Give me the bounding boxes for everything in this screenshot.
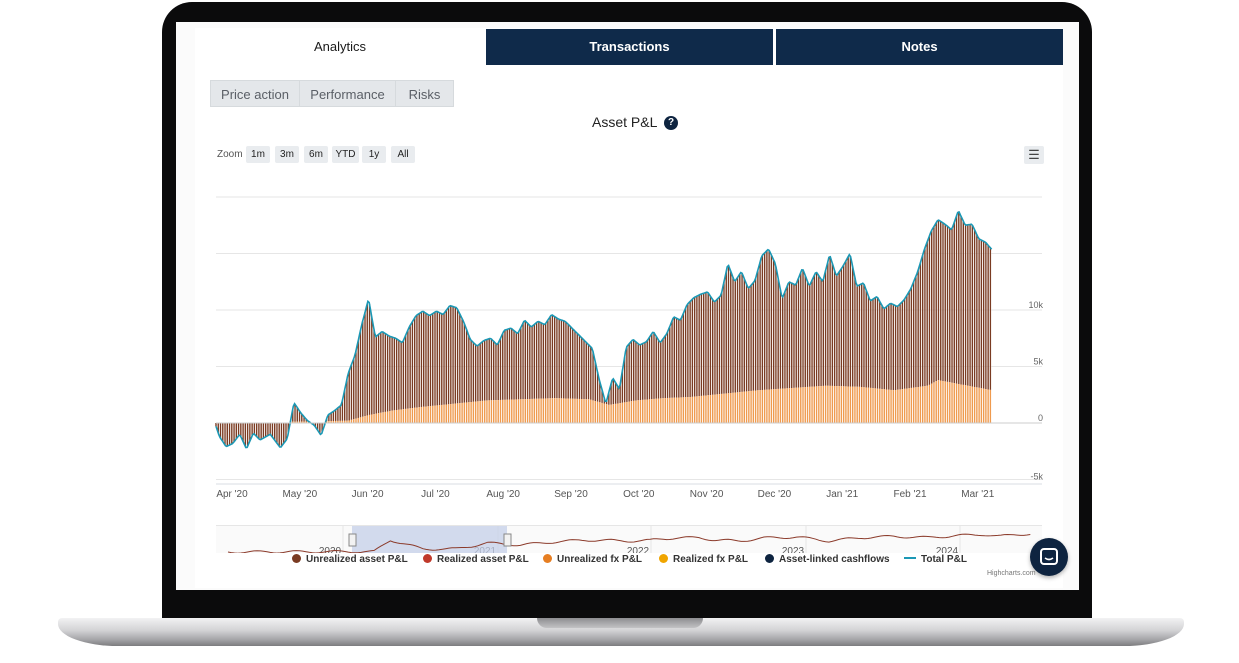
x-axis-label: Nov '20 — [690, 489, 724, 500]
legend-label: Unrealized asset P&L — [306, 554, 408, 565]
legend-label: Total P&L — [921, 554, 967, 565]
x-axis-label: Apr '20 — [216, 489, 248, 500]
legend-label: Asset-linked cashflows — [779, 554, 890, 565]
hamburger-menu-icon[interactable]: ☰ — [1024, 146, 1044, 164]
legend-realized-asset[interactable]: Realized asset P&L — [423, 554, 529, 568]
navigator-year-label: 2023 — [782, 546, 805, 553]
y-axis-label: 10k — [1028, 300, 1043, 310]
analytics-panel: Analytics Transactions Notes Price actio… — [195, 28, 1063, 588]
subtab-price-action[interactable]: Price action — [210, 80, 300, 107]
tab-analytics[interactable]: Analytics — [195, 29, 485, 65]
navigator-year-label: 2024 — [936, 546, 959, 553]
x-axis-label: Aug '20 — [486, 489, 520, 500]
laptop-notch — [537, 618, 703, 628]
chart-title: Asset P&L — [592, 114, 658, 130]
navigator-selection-mask — [352, 526, 507, 553]
asset-pnl-chart: -5k 0 5k 10k Apr '20 May '20 Jun '20 Jul '20 Aug… — [215, 196, 1043, 553]
y-axis-label: 0 — [1038, 413, 1043, 423]
legend-unrealized-asset[interactable]: Unrealized asset P&L — [292, 554, 408, 568]
zoom-1m-button[interactable]: 1m — [246, 146, 270, 163]
legend-total-pnl[interactable]: Total P&L — [904, 554, 967, 568]
chat-launcher-button[interactable] — [1030, 538, 1068, 576]
navigator-handle — [503, 533, 512, 547]
legend-asset-linked-cashflows[interactable]: Asset-linked cashflows — [765, 554, 890, 568]
navigator-year-label: 2022 — [627, 546, 650, 553]
x-axis-label: Sep '20 — [554, 489, 588, 500]
subtab-performance[interactable]: Performance — [299, 80, 396, 107]
tab-transactions[interactable]: Transactions — [486, 29, 773, 65]
legend-label: Unrealized fx P&L — [557, 554, 643, 565]
tab-notes[interactable]: Notes — [776, 29, 1063, 65]
y-axis-label: -5k — [1030, 472, 1043, 482]
x-axis-label: Feb '21 — [893, 489, 926, 500]
y-axis-label: 5k — [1033, 357, 1043, 367]
legend-label: Realized asset P&L — [437, 554, 529, 565]
chat-bubble-icon — [1040, 548, 1058, 565]
x-axis-label: May '20 — [282, 489, 317, 500]
x-axis-label: Jan '21 — [826, 489, 858, 500]
legend-label: Realized fx P&L — [673, 554, 749, 565]
x-axis-label: Dec '20 — [758, 489, 792, 500]
x-axis-label: Oct '20 — [623, 489, 655, 500]
legend-realized-fx[interactable]: Realized fx P&L — [659, 554, 748, 568]
zoom-ytd-button[interactable]: YTD — [332, 146, 359, 163]
question-circle-icon[interactable]: ? — [664, 116, 678, 130]
navigator-handle — [348, 533, 357, 547]
total-pnl-line — [215, 210, 993, 449]
x-axis-label: Jul '20 — [421, 489, 450, 500]
zoom-label: Zoom — [217, 149, 243, 160]
zoom-all-button[interactable]: All — [391, 146, 415, 163]
subtab-risks[interactable]: Risks — [395, 80, 454, 107]
navigator-series-line — [227, 533, 1031, 553]
x-axis-label: Jun '20 — [352, 489, 384, 500]
navigator-year-label: 2020 — [319, 546, 342, 553]
x-axis-label: Mar '21 — [961, 489, 994, 500]
laptop-screen: Analytics Transactions Notes Price actio… — [176, 22, 1079, 590]
zoom-1y-button[interactable]: 1y — [362, 146, 386, 163]
zoom-6m-button[interactable]: 6m — [304, 146, 328, 163]
legend-unrealized-fx[interactable]: Unrealized fx P&L — [543, 554, 642, 568]
zoom-3m-button[interactable]: 3m — [275, 146, 299, 163]
highcharts-credits[interactable]: Highcharts.com — [987, 570, 1036, 577]
